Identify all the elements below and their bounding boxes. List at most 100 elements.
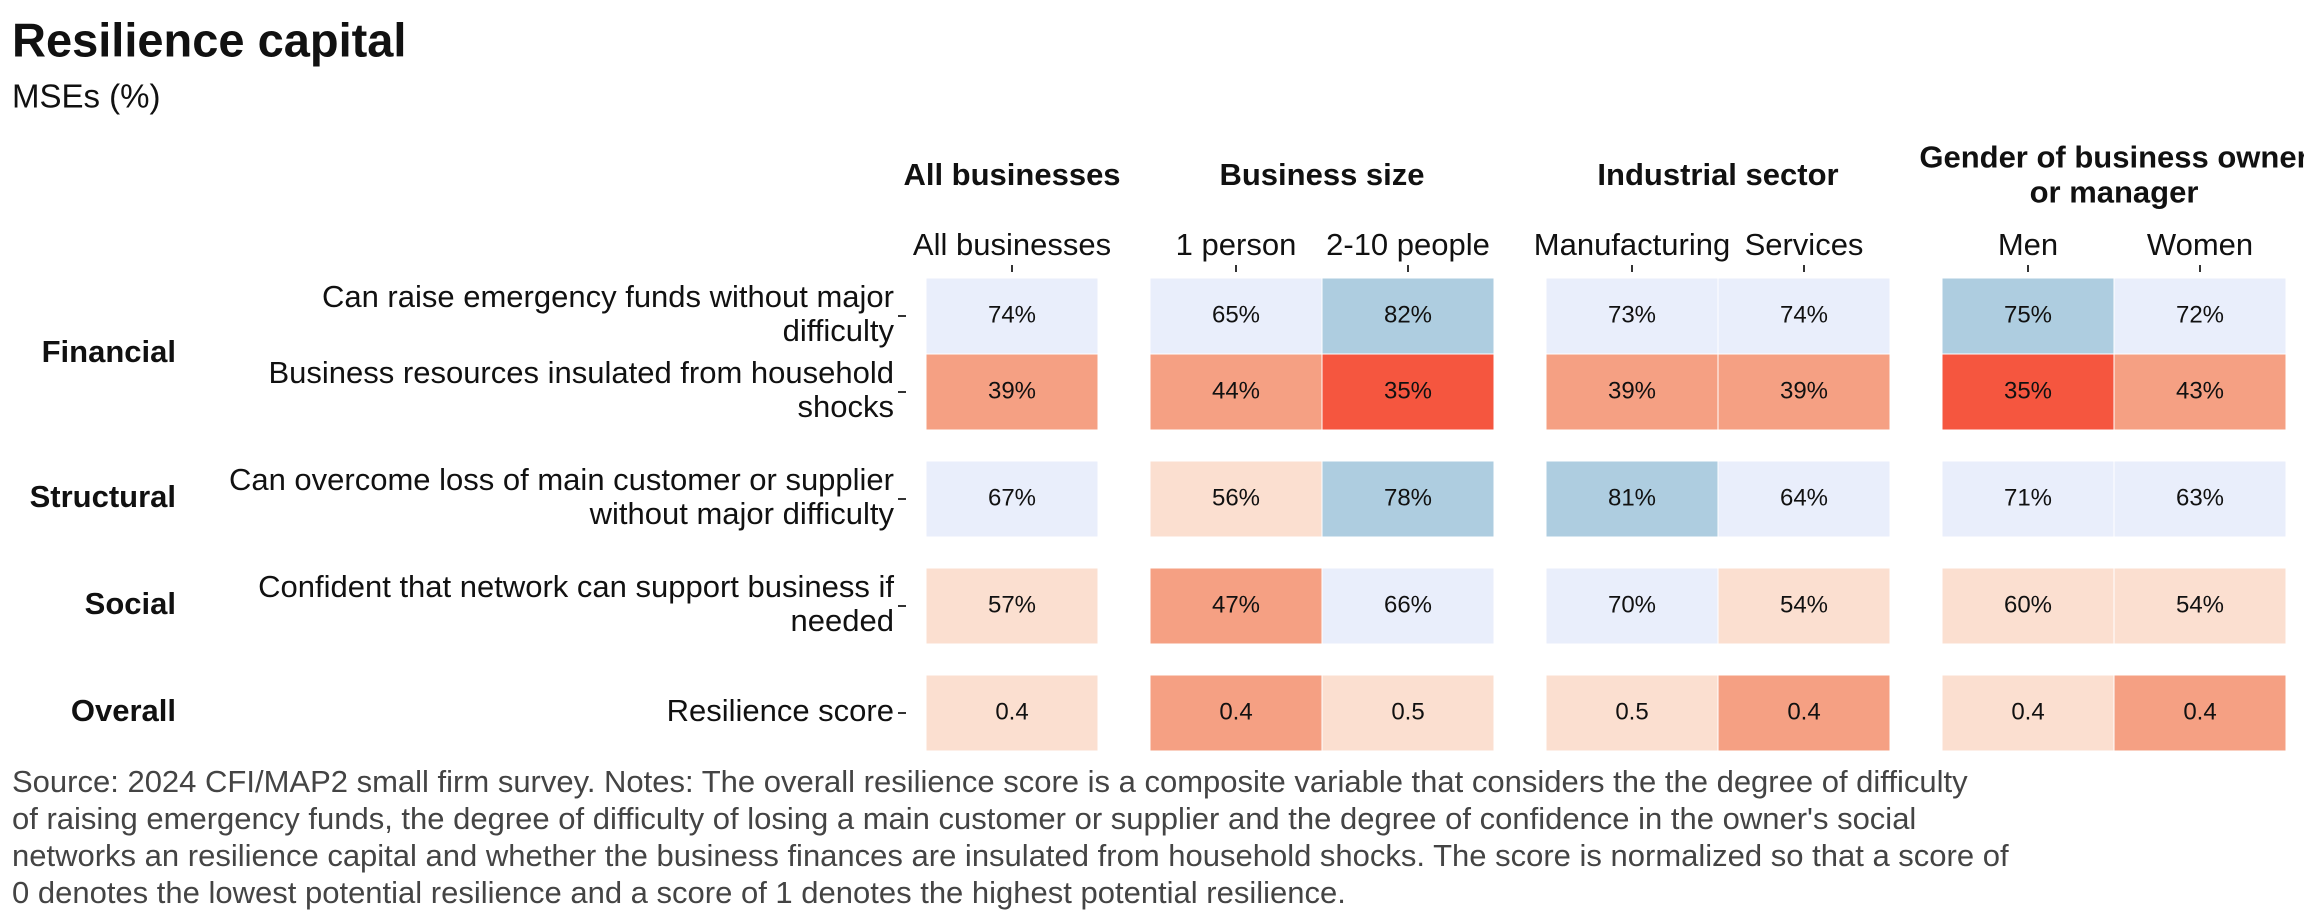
cell-label: 82% <box>1384 301 1432 328</box>
cell-label: 63% <box>2176 484 2224 511</box>
heatmap-cell <box>1321 674 1495 752</box>
column-header: 2-10 people <box>1326 227 1490 262</box>
row-label: Can overcome loss of main customer or su… <box>229 462 894 497</box>
panel-title: All businesses <box>903 157 1120 192</box>
heatmap-cell <box>925 674 1099 752</box>
cell-label: 74% <box>988 301 1036 328</box>
source-note: of raising emergency funds, the degree o… <box>12 801 1916 836</box>
heatmap-cell <box>1149 353 1323 431</box>
heatmap-cell <box>1941 460 2115 538</box>
cell-label: 54% <box>1780 591 1828 618</box>
cell-label: 57% <box>988 591 1036 618</box>
row-label: Resilience score <box>667 693 894 728</box>
row-label: Confident that network can support busin… <box>258 569 894 604</box>
heatmap-cell <box>2113 567 2287 645</box>
cell-label: 39% <box>1780 377 1828 404</box>
group-label: Overall <box>71 693 176 728</box>
panel-title-group: Business size <box>1219 157 1424 192</box>
panel-title: Gender of business owner <box>1919 140 2304 175</box>
heatmap-cell <box>1545 353 1719 431</box>
cell-label: 0.5 <box>1615 698 1648 725</box>
cell-label: 75% <box>2004 301 2052 328</box>
heatmap-cell <box>1941 353 2115 431</box>
cell-label: 81% <box>1608 484 1656 511</box>
heatmap-cell <box>1149 567 1323 645</box>
cell-label: 60% <box>2004 591 2052 618</box>
heatmap-cell <box>1321 277 1495 355</box>
panel-title-group: All businesses <box>903 157 1120 192</box>
source-note: Source: 2024 CFI/MAP2 small firm survey.… <box>12 764 1968 799</box>
heatmap-cell <box>1149 674 1323 752</box>
cell-label: 47% <box>1212 591 1260 618</box>
row-label: Business resources insulated from househ… <box>268 355 894 390</box>
heatmap-cell <box>2113 460 2287 538</box>
panel-title: or manager <box>2030 175 2199 210</box>
heatmap-cell <box>1941 277 2115 355</box>
cell-label: 67% <box>988 484 1036 511</box>
cell-label: 72% <box>2176 301 2224 328</box>
heatmap-cell <box>1545 674 1719 752</box>
cell-label: 0.4 <box>1787 698 1820 725</box>
row-label: needed <box>791 603 894 638</box>
heatmap-cell <box>2113 277 2287 355</box>
cell-label: 0.5 <box>1391 698 1424 725</box>
cell-label: 39% <box>988 377 1036 404</box>
cell-label: 35% <box>1384 377 1432 404</box>
heatmap-cell <box>1545 460 1719 538</box>
cell-label: 54% <box>2176 591 2224 618</box>
source-note: networks an resilience capital and wheth… <box>12 838 2009 873</box>
cell-label: 78% <box>1384 484 1432 511</box>
heatmap-cell <box>1545 567 1719 645</box>
cell-label: 64% <box>1780 484 1828 511</box>
cell-label: 39% <box>1608 377 1656 404</box>
row-label: shocks <box>798 389 894 424</box>
cell-label: 65% <box>1212 301 1260 328</box>
heatmap-cell <box>925 567 1099 645</box>
heatmap-cell <box>1321 353 1495 431</box>
heatmap-cell <box>1717 567 1891 645</box>
heatmap-cell <box>1717 353 1891 431</box>
cell-label: 71% <box>2004 484 2052 511</box>
row-label: Can raise emergency funds without major <box>322 279 894 314</box>
cell-label: 44% <box>1212 377 1260 404</box>
cell-label: 35% <box>2004 377 2052 404</box>
panel-title: Business size <box>1219 157 1424 192</box>
row-label: without major difficulty <box>589 496 895 531</box>
heatmap-cell <box>1149 277 1323 355</box>
chart-title: Resilience capital <box>12 13 406 66</box>
cell-label: 43% <box>2176 377 2224 404</box>
heatmap-cell <box>1717 460 1891 538</box>
column-header: 1 person <box>1176 227 1297 262</box>
column-header: Women <box>2147 227 2253 262</box>
heatmap-cell <box>925 277 1099 355</box>
group-label: Social <box>85 586 176 621</box>
cell-label: 66% <box>1384 591 1432 618</box>
column-header: Services <box>1745 227 1864 262</box>
column-header: Manufacturing <box>1534 227 1730 262</box>
heatmap-cell <box>1941 567 2115 645</box>
cell-label: 56% <box>1212 484 1260 511</box>
cell-label: 0.4 <box>1219 698 1252 725</box>
column-header: All businesses <box>913 227 1111 262</box>
heatmap-cell <box>925 353 1099 431</box>
cell-label: 0.4 <box>2011 698 2044 725</box>
heatmap-cell <box>1717 674 1891 752</box>
heatmap-cell <box>925 460 1099 538</box>
cell-label: 70% <box>1608 591 1656 618</box>
source-note: 0 denotes the lowest potential resilienc… <box>12 875 1346 910</box>
cell-label: 0.4 <box>995 698 1028 725</box>
heatmap-cell <box>1321 460 1495 538</box>
heatmap-cell <box>2113 674 2287 752</box>
group-label: Financial <box>42 334 176 369</box>
heatmap-cell <box>1149 460 1323 538</box>
panel-title: Industrial sector <box>1597 157 1838 192</box>
cell-label: 74% <box>1780 301 1828 328</box>
column-header: Men <box>1998 227 2058 262</box>
heatmap-cell <box>1321 567 1495 645</box>
panel-title-group: Industrial sector <box>1597 157 1838 192</box>
heatmap-cell <box>2113 353 2287 431</box>
cell-label: 73% <box>1608 301 1656 328</box>
